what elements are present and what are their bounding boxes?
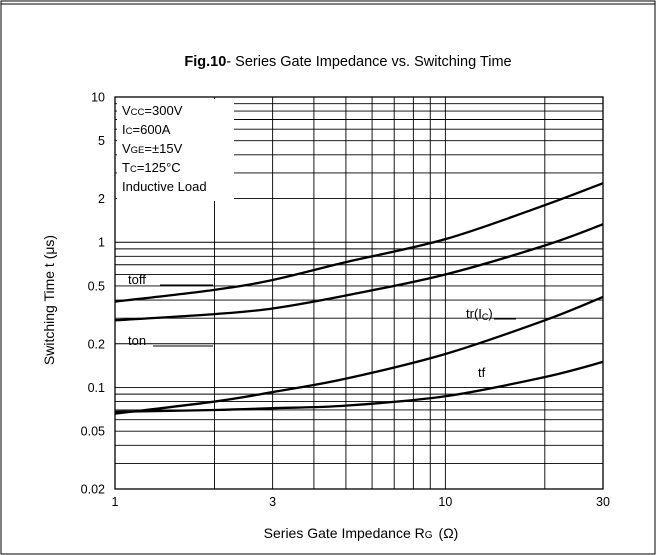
- chart-title: Fig.10- Series Gate Impedance vs. Switch…: [184, 54, 511, 70]
- series-label: tf: [478, 365, 486, 380]
- plot-frame: [114, 96, 604, 490]
- series-line-ton: [114, 223, 604, 322]
- series-group: [114, 182, 604, 415]
- chart-title-bold: Fig.10: [184, 54, 226, 70]
- tick-labels: 1 3 10 30 10 5 2 1 0.5 0.2 0.1 0.05 0.02: [81, 91, 610, 510]
- condition-line: IC=600A: [122, 122, 171, 137]
- series-line-trI: [114, 295, 604, 415]
- y-tick-label: 2: [98, 192, 105, 206]
- series-label: toff: [128, 272, 146, 287]
- series-line-toff: [114, 182, 604, 303]
- y-tick-label: 5: [98, 134, 105, 148]
- x-tick-label: 1: [112, 495, 119, 509]
- series-label: tr(IC): [466, 306, 493, 322]
- y-tick-label: 0.1: [88, 381, 105, 395]
- x-axis-label: Series Gate Impedance RG (Ω): [264, 525, 459, 541]
- condition-line: VCC=300V: [122, 103, 183, 118]
- x-tick-label: 10: [438, 495, 452, 509]
- series-line-tf: [114, 360, 604, 413]
- grid: [115, 97, 603, 489]
- condition-line: TC=125°C: [122, 160, 181, 175]
- x-tick-label: 3: [269, 495, 276, 509]
- y-tick-label: 0.2: [88, 337, 105, 351]
- conditions-legend: VCC=300V IC=600A VGE=±15V TC=125°C Inductive…: [122, 103, 207, 194]
- y-axis-label: Switching Time t (μs): [41, 235, 57, 365]
- conditions-box: [117, 99, 234, 201]
- series-label: ton: [128, 333, 146, 348]
- chart-title-text: - Series Gate Impedance vs. Switching Ti…: [226, 54, 511, 70]
- y-tick-label: 1: [98, 236, 105, 250]
- x-tick-label: 30: [596, 495, 610, 509]
- x-axis-label-unit: (Ω): [439, 525, 459, 541]
- y-tick-label: 0.5: [88, 279, 105, 293]
- series-labels: toff ton tr(IC) tf: [128, 272, 516, 380]
- y-tick-label: 0.05: [81, 425, 105, 439]
- condition-line: VGE=±15V: [122, 141, 183, 156]
- y-tick-label: 10: [91, 91, 105, 105]
- y-tick-label: 0.02: [81, 483, 105, 497]
- x-axis-label-text: Series Gate Impedance R: [264, 525, 425, 541]
- condition-line: Inductive Load: [122, 179, 207, 194]
- x-axis-label-sub: G: [425, 530, 433, 541]
